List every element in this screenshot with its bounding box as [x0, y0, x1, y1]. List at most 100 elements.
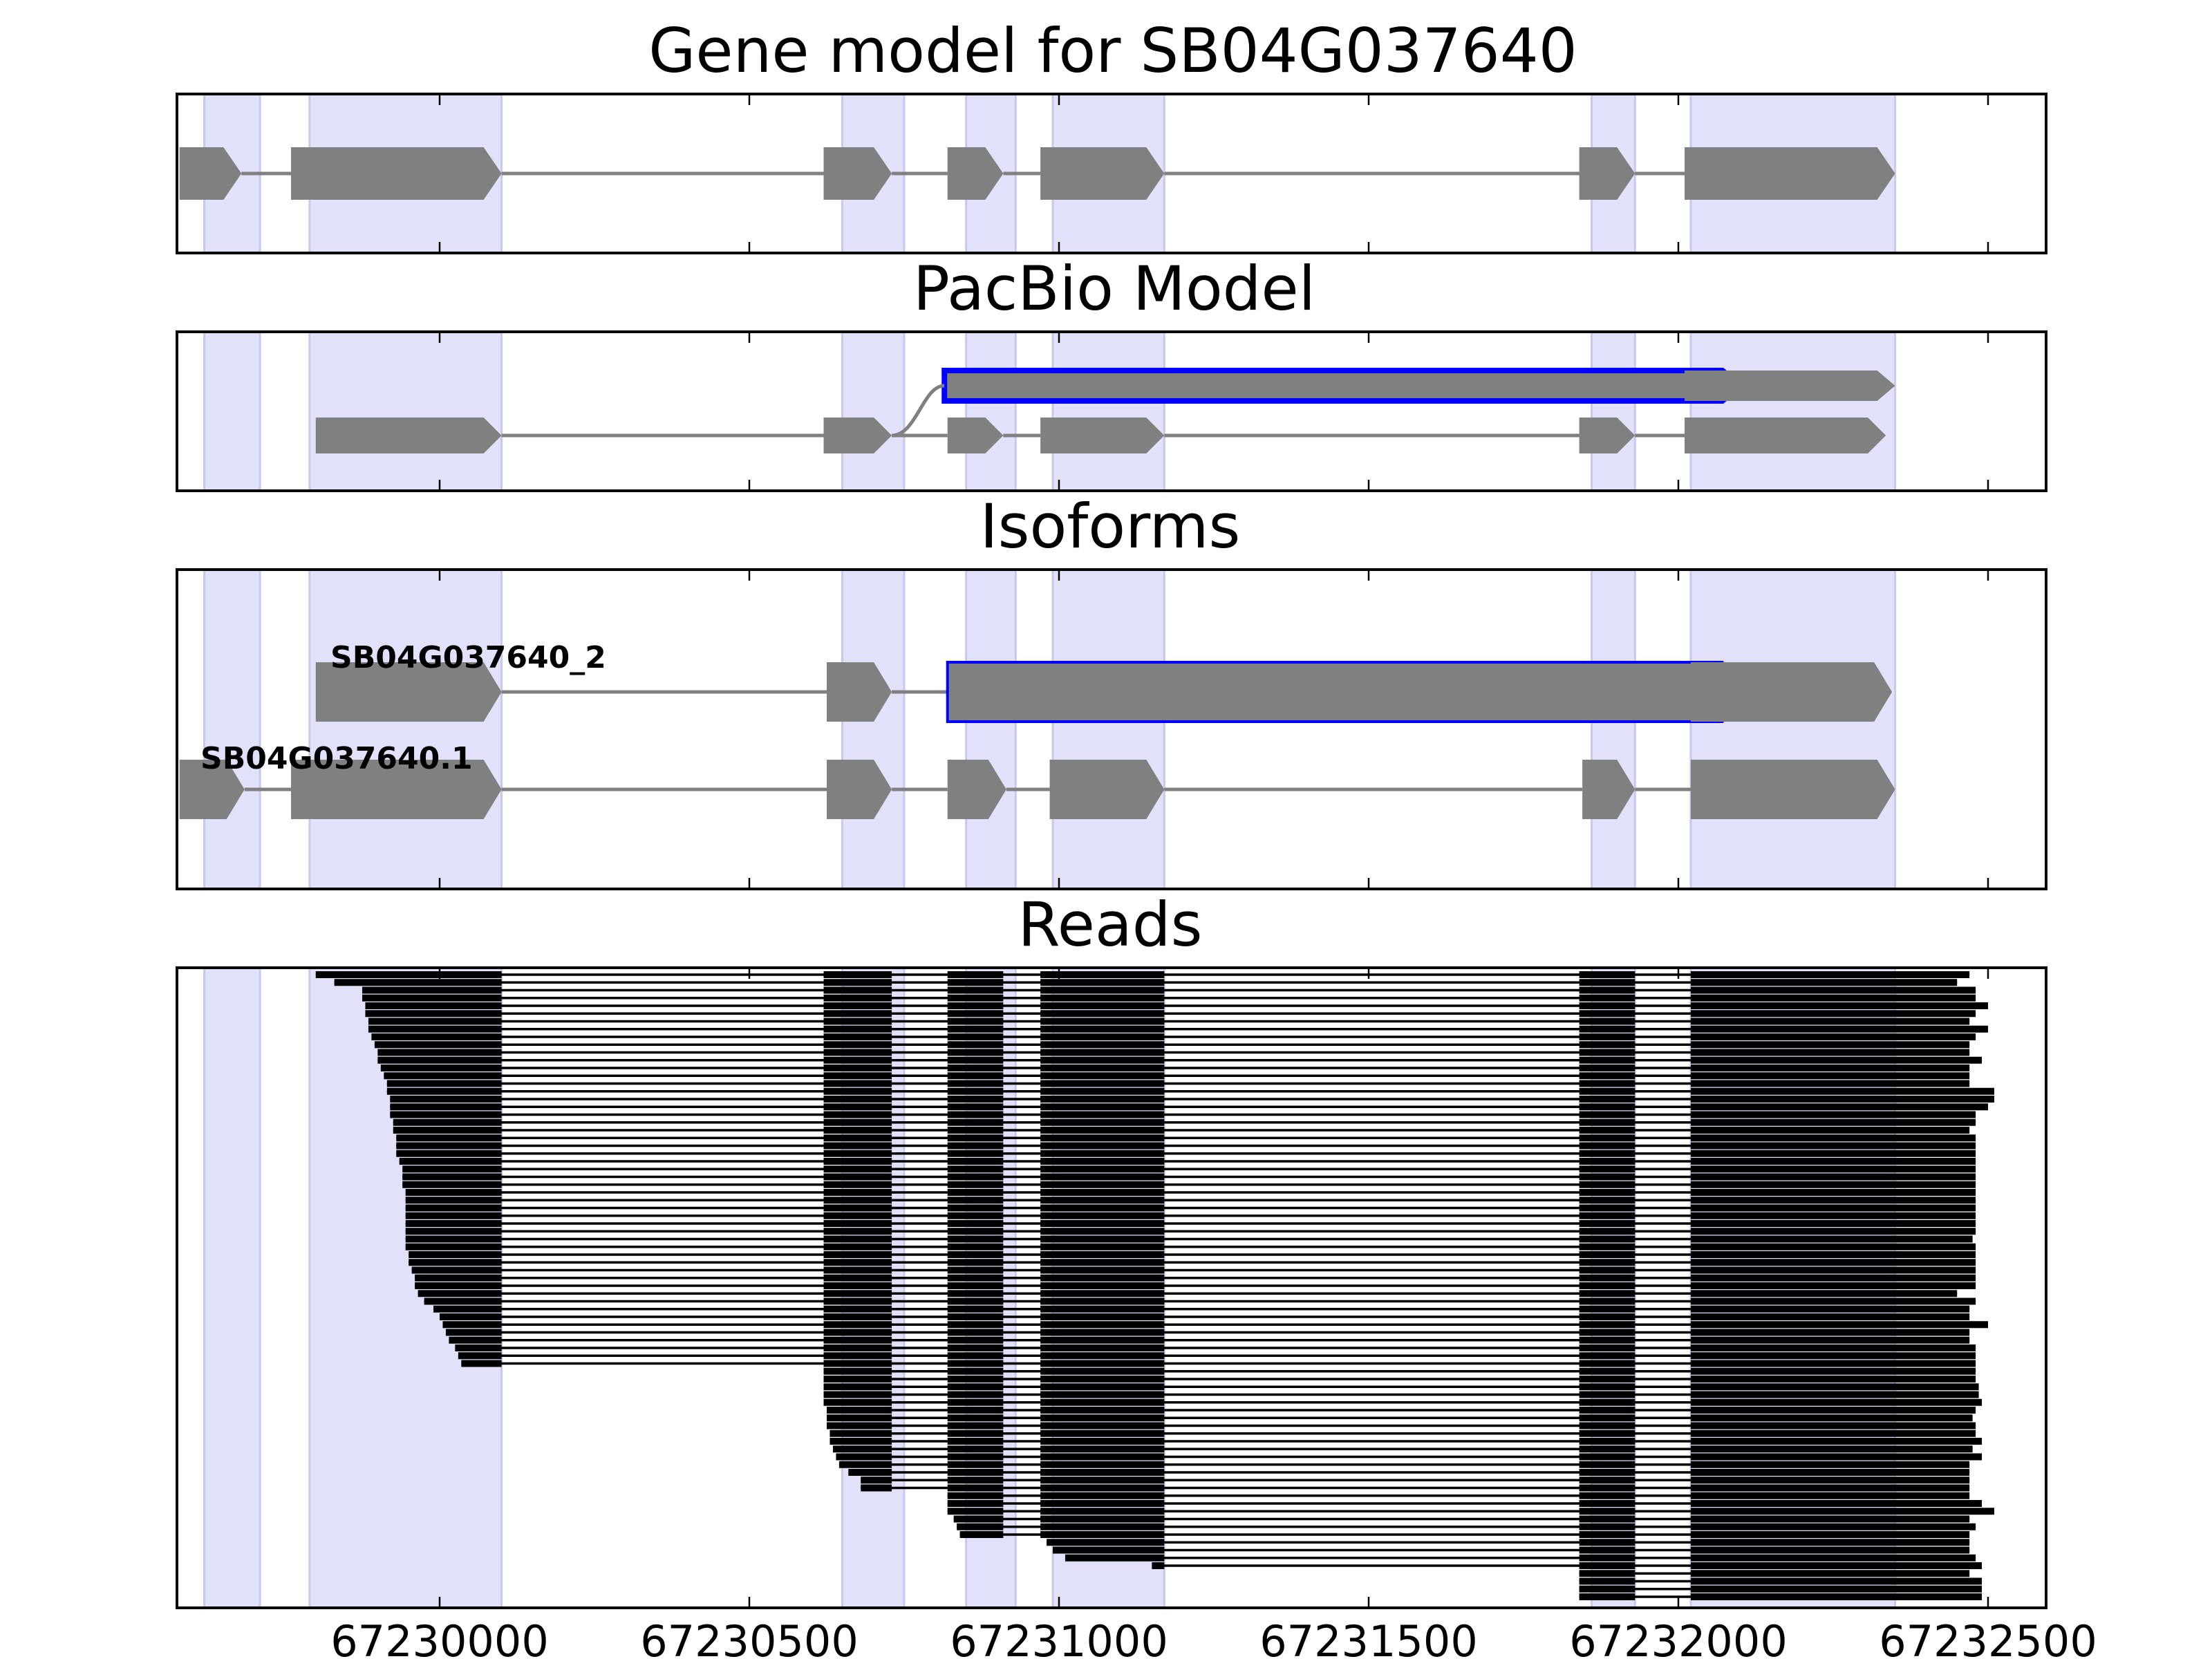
read-block [1579, 986, 1635, 994]
read-block [1690, 1181, 1976, 1188]
read-block [823, 1165, 892, 1173]
read-block [1040, 1313, 1165, 1320]
read-block [1690, 1018, 1970, 1025]
read-block [947, 1189, 1004, 1196]
read-block [947, 1500, 1004, 1507]
read-block [1040, 1259, 1165, 1266]
read-block [823, 1173, 892, 1181]
read-block [1690, 1562, 1983, 1569]
read-block [1690, 1391, 1979, 1398]
read-block [1579, 1150, 1635, 1157]
read-block [1690, 1492, 1970, 1499]
read-block [1690, 1414, 1973, 1422]
read-block [823, 994, 892, 1002]
read-block [1040, 1197, 1165, 1204]
read-block [823, 1025, 892, 1033]
isoform-label-1: SB04G037640_2 [330, 640, 606, 675]
read-block [1690, 1204, 1976, 1212]
exon-block [827, 662, 892, 722]
exon-block [290, 147, 502, 200]
read-block [823, 1018, 892, 1025]
read-block [1579, 1080, 1635, 1087]
read-block [1690, 994, 1976, 1002]
read-block [396, 1150, 502, 1157]
read-block [947, 1025, 1004, 1033]
read-block [1579, 1282, 1635, 1289]
read-block [1040, 1290, 1165, 1297]
read-block [1040, 1018, 1165, 1025]
read-block [823, 1080, 892, 1087]
read-block [823, 1010, 892, 1018]
read-block [823, 1204, 892, 1212]
read-block [1040, 986, 1165, 994]
read-block [1579, 1197, 1635, 1204]
read-block [1040, 1398, 1165, 1406]
read-block [947, 1391, 1004, 1398]
read-block [1040, 1430, 1165, 1437]
read-block [1579, 971, 1635, 978]
read-block [1690, 1523, 1976, 1530]
read-block [1690, 1360, 1976, 1367]
read-block [823, 1212, 892, 1219]
exon-block [1049, 760, 1165, 819]
read-block [1040, 1181, 1165, 1188]
read-block [1690, 979, 1958, 986]
read-block [823, 1336, 892, 1344]
read-block [1579, 1577, 1635, 1585]
read-block [1579, 1329, 1635, 1336]
read-block [959, 1531, 1004, 1538]
read-block [823, 1087, 892, 1095]
read-block [1690, 986, 1976, 994]
read-block [947, 1297, 1004, 1305]
read-block [1690, 1313, 1970, 1320]
read-block [1690, 1531, 1970, 1538]
read-block [947, 1111, 1004, 1118]
read-block [402, 1181, 502, 1188]
read-block [823, 1041, 892, 1049]
read-block [832, 1445, 892, 1453]
read-block [1040, 1235, 1165, 1243]
read-block [947, 1118, 1004, 1126]
read-block [947, 1422, 1004, 1430]
exon-block [1690, 662, 1893, 722]
read-block [947, 1484, 1004, 1492]
reads-panel [176, 966, 2047, 1609]
read-block [1579, 1398, 1635, 1406]
read-block [947, 1407, 1004, 1414]
read-block [823, 1259, 892, 1266]
read-block [823, 1251, 892, 1258]
exon-band [841, 330, 906, 492]
read-block [1690, 1072, 1970, 1080]
read-block [405, 1235, 502, 1243]
read-block [947, 1041, 1004, 1049]
read-block [1690, 1150, 1976, 1157]
read-block [823, 1344, 892, 1351]
read-block [1690, 1111, 1976, 1118]
read-block [390, 1103, 502, 1111]
read-block [1040, 1422, 1165, 1430]
read-block [405, 1228, 502, 1235]
read-block [1579, 1274, 1635, 1282]
read-block [1040, 979, 1165, 986]
read-block [1690, 1010, 1976, 1018]
read-block [405, 1189, 502, 1196]
read-block [1040, 1500, 1165, 1507]
read-block [823, 1033, 892, 1040]
read-block [947, 1056, 1004, 1064]
exon-band [308, 330, 503, 492]
read-block [1690, 1305, 1970, 1313]
read-block [1690, 1096, 1994, 1103]
read-block [823, 1274, 892, 1282]
read-block [1690, 1367, 1976, 1375]
read-block [1040, 1002, 1165, 1009]
read-block [1690, 1477, 1970, 1484]
read-block [1690, 1585, 1983, 1593]
read-block [1579, 1228, 1635, 1235]
read-block [1690, 1453, 1983, 1461]
read-block [1579, 1173, 1635, 1181]
read-block [823, 1383, 892, 1391]
read-block [823, 1072, 892, 1080]
read-block [947, 1313, 1004, 1320]
read-block [409, 1259, 502, 1266]
